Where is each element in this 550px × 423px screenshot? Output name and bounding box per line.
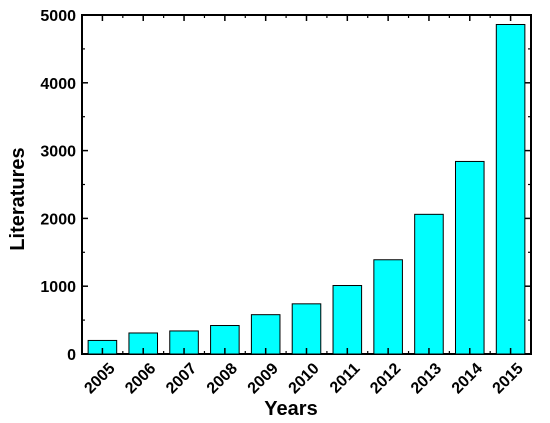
x-tick-label: 2010	[285, 360, 322, 397]
bar-2009	[250, 314, 281, 355]
bar-2014	[454, 160, 485, 355]
x-tick-label: 2008	[204, 360, 241, 397]
bar-2010	[291, 303, 322, 355]
x-tick-label: 2007	[163, 360, 200, 397]
bar-2011	[332, 285, 363, 355]
bars	[87, 23, 526, 355]
bar-2012	[373, 259, 403, 355]
y-tick-label: 5000	[40, 8, 76, 25]
x-axis-title: Years	[264, 398, 317, 420]
y-tick-label: 0	[67, 347, 76, 364]
tick-labels: 0 1000 2000 3000 4000 5000 2005 2006 2007 2008 200…	[40, 8, 526, 397]
bar-2013	[414, 213, 444, 355]
y-tick-label: 3000	[40, 144, 76, 161]
axis-ticks	[82, 14, 531, 355]
x-tick-label: 2012	[367, 360, 404, 397]
x-tick-label: 2011	[327, 360, 364, 397]
x-tick-label: 2009	[245, 360, 282, 397]
y-tick-label: 4000	[40, 76, 76, 93]
x-tick-label: 2015	[490, 360, 527, 397]
x-tick-label: 2006	[122, 360, 159, 397]
x-tick-label: 2014	[449, 360, 486, 397]
x-tick-label: 2013	[408, 360, 445, 397]
bar-2015	[495, 23, 526, 355]
y-tick-label: 1000	[40, 279, 76, 296]
y-tick-label: 2000	[40, 211, 76, 228]
y-axis-title: Literatures	[7, 147, 29, 250]
x-tick-label: 2005	[81, 360, 118, 397]
